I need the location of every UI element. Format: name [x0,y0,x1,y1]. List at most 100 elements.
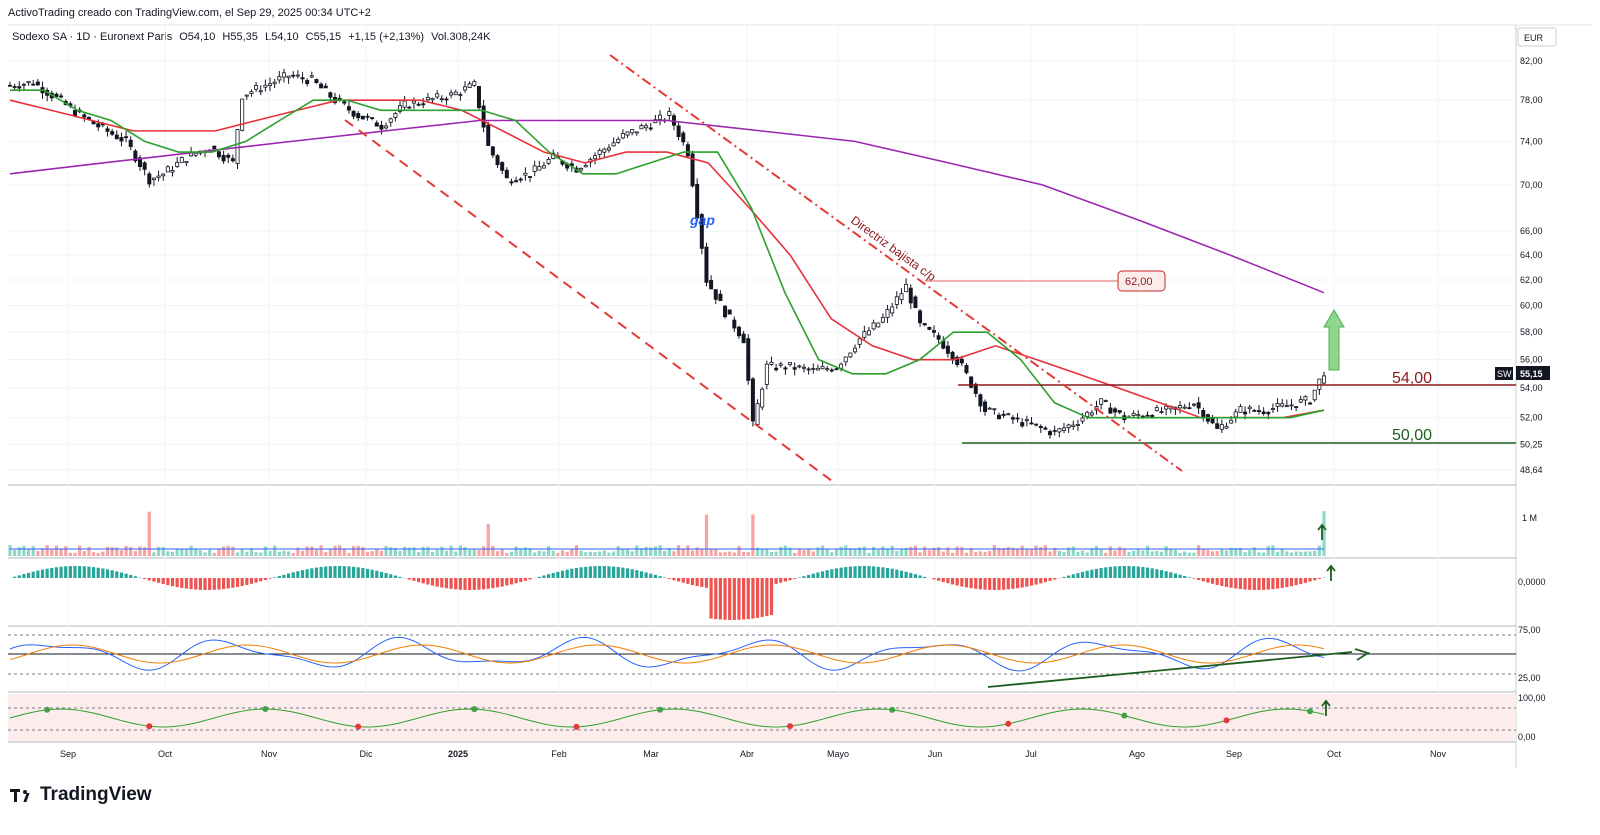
candle-body [286,75,291,79]
candle-body [486,124,491,147]
volume-bar [1108,546,1113,556]
candle-body [783,367,788,370]
y-tick-label: 50,25 [1520,439,1543,449]
volume-bar [505,552,509,556]
x-tick-label: Ago [1129,749,1145,759]
rsi-trendline[interactable] [987,651,1353,688]
volume-bar [830,552,834,556]
volume-bar [1015,548,1020,556]
volume-bar [31,546,35,556]
y-tick-label: 56,00 [1520,355,1543,365]
volume-bar [1099,549,1103,556]
candle-body [165,166,170,173]
volume-bar [1271,545,1275,556]
candle-body [1136,414,1141,417]
tradingview-logo[interactable]: TradingView [10,784,152,806]
stoch-signal-dot [1307,708,1314,715]
macd-bar [1015,578,1020,589]
stoch-signal-dot [657,706,664,713]
candle-body [848,352,853,358]
macd-bar [1155,569,1159,578]
macd-bar [1071,574,1075,578]
volume-bar [1173,549,1178,556]
volume-bar [649,547,653,556]
last-price-tag [1516,366,1550,380]
macd-bar [890,568,894,578]
volume-bar [755,547,760,556]
volume-bar [969,547,973,556]
macd-bar [152,578,156,582]
candle-body [987,407,992,410]
volume-bar [1187,552,1191,556]
candle-body [1034,423,1039,426]
macd-pane[interactable] [13,566,1326,620]
target-box[interactable] [1117,270,1166,292]
volume-bar [885,548,890,556]
volume-bar [876,549,880,556]
candle-body [360,115,365,120]
rsi-pane[interactable] [8,634,1516,688]
macd-bar [221,578,226,590]
candle-body [1275,403,1280,407]
gap-label: gap [689,212,715,228]
macd-bar [588,566,592,578]
candle-body [230,158,235,162]
macd-bar [1285,578,1289,588]
volume-bar [268,551,272,556]
volume-bar [1289,552,1294,556]
macd-bar [263,578,267,581]
macd-bar [1248,578,1252,590]
candle-body [467,83,472,88]
volume-bar [1178,552,1182,556]
small-up-arrow-icon [1317,523,1327,540]
y-tick-label: 64,00 [1520,250,1543,260]
volume-bar [500,549,504,556]
macd-bar [872,566,876,578]
macd-bar [143,578,147,579]
volume-bar [677,545,681,556]
close-value: C55,15 [305,31,342,43]
volume-bar [1201,548,1205,556]
symbol-legend[interactable]: Sodexo SA · 1D · Euronext Paris O54,10 H… [12,31,494,43]
candle-body [272,81,277,85]
candle-body [1159,411,1164,414]
stoch-signal-dot [1223,717,1230,724]
candle-body [398,105,403,112]
volume-bar [1145,545,1150,556]
macd-bar [458,578,462,590]
x-tick-label: Oct [158,749,173,759]
candle-body [1261,411,1266,414]
macd-bar [1099,568,1103,578]
volume-bar [1053,547,1057,556]
candle-body [723,305,728,318]
bearish-trendline[interactable] [609,54,1183,472]
volume-pane[interactable] [8,511,1326,556]
macd-bar [198,578,202,590]
macd-bar [839,567,843,578]
high-value: H55,35 [222,31,258,43]
macd-bar [992,578,996,590]
candle-body [351,110,356,117]
candle-body [342,101,347,104]
volume-bar [612,551,616,556]
macd-bar [983,578,987,590]
volume-bar [1206,550,1210,556]
volume-bar [742,551,746,556]
candle-body [1131,412,1136,416]
macd-bar [881,567,885,578]
macd-bar [844,567,848,578]
stochastic-pane[interactable] [8,523,1516,741]
volume-bar [129,547,133,556]
macd-bar [519,578,523,583]
currency-box[interactable] [1517,27,1557,47]
volume-bar [783,545,787,556]
stoch-signal-dot [471,706,478,713]
volume-bar [166,551,170,556]
candle-body [449,92,454,96]
macd-bar [305,569,309,578]
macd-bar [1173,573,1178,578]
symbol-name[interactable]: Sodexo SA · 1D · Euronext Paris [12,31,173,43]
macd-bar [1029,578,1034,586]
x-tick-label: Jul [1025,749,1037,759]
